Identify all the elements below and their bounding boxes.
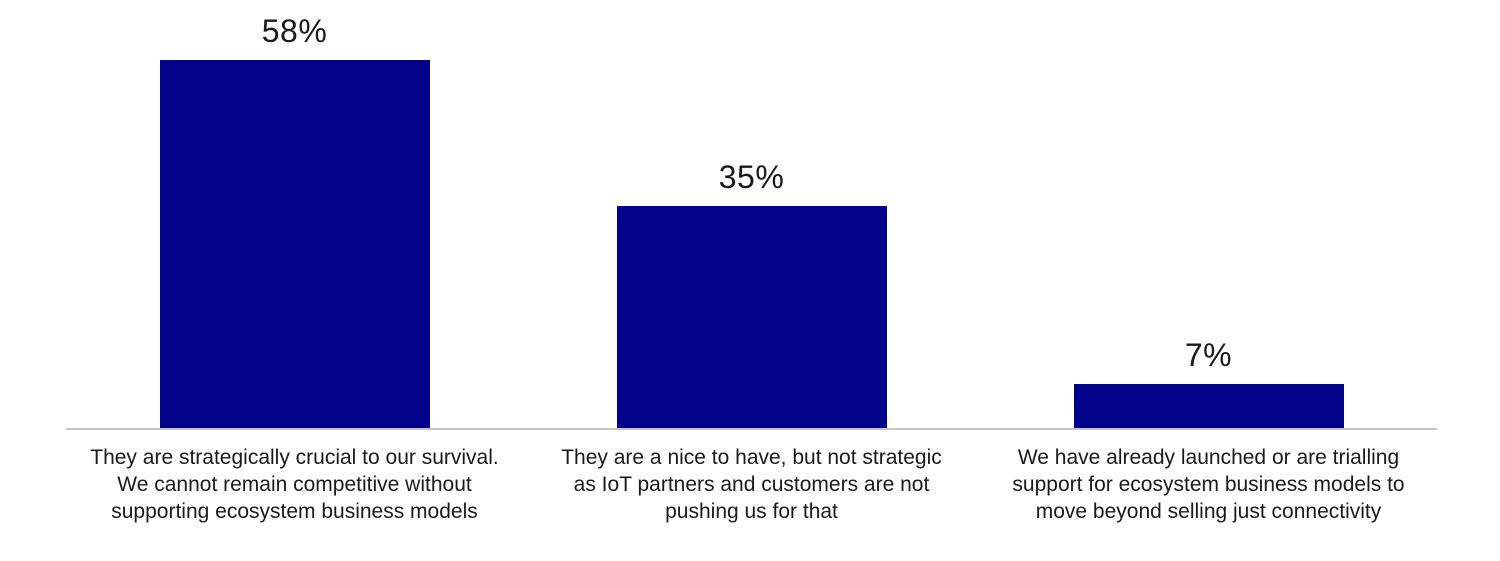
category-label-line: supporting ecosystem business models <box>111 500 478 523</box>
bar <box>159 60 430 428</box>
category-label-line: pushing us for that <box>665 500 838 523</box>
bar-group: 7% <box>980 324 1437 428</box>
category-label: We have already launched or are triallin… <box>980 444 1437 525</box>
category-label: They are a nice to have, but not strateg… <box>523 444 980 525</box>
category-label-line: They are strategically crucial to our su… <box>90 446 499 469</box>
category-label-line: as IoT partners and customers are not <box>573 473 930 496</box>
bar <box>1073 384 1344 428</box>
bar-group: 35% <box>523 146 980 428</box>
category-label-line: They are a nice to have, but not strateg… <box>561 446 942 469</box>
bar-value-label: 35% <box>718 159 785 195</box>
category-label-line: We cannot remain competitive without <box>117 473 472 496</box>
bar-value-label: 58% <box>261 13 328 49</box>
category-label-line: We have already launched or are triallin… <box>1017 446 1400 469</box>
bar-group: 58% <box>66 0 523 428</box>
category-label-line: move beyond selling just connectivity <box>1035 500 1382 523</box>
category-label: They are strategically crucial to our su… <box>66 444 523 525</box>
bar-value-label: 7% <box>1184 337 1233 373</box>
x-axis-baseline <box>66 428 1437 430</box>
bar <box>616 206 887 428</box>
category-label-line: support for ecosystem business models to <box>1012 473 1405 496</box>
